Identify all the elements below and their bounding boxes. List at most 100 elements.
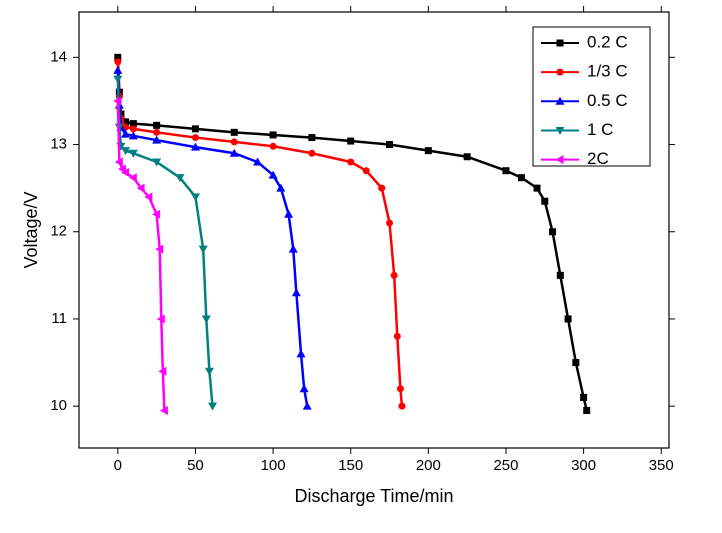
marker <box>541 197 549 205</box>
marker <box>128 149 138 158</box>
marker <box>128 131 138 140</box>
marker <box>518 174 525 182</box>
marker <box>393 332 401 340</box>
marker <box>424 147 432 155</box>
marker <box>296 349 306 358</box>
y-tick-label: 11 <box>51 310 67 327</box>
marker <box>129 120 137 128</box>
marker <box>190 193 200 202</box>
marker <box>583 407 591 415</box>
marker <box>308 134 316 142</box>
x-tick-label: 200 <box>416 457 441 474</box>
x-tick-label: 50 <box>187 457 204 474</box>
marker <box>152 209 161 219</box>
x-tick-label: 300 <box>571 457 596 474</box>
marker <box>175 174 185 183</box>
marker <box>556 68 564 76</box>
marker <box>580 393 588 401</box>
marker <box>269 131 277 139</box>
legend-box <box>532 26 651 167</box>
legend-label: 0.2 C <box>587 32 628 51</box>
marker <box>502 167 510 175</box>
marker <box>153 128 161 136</box>
marker <box>191 134 199 142</box>
marker <box>299 384 309 393</box>
marker <box>463 153 471 161</box>
marker <box>129 125 137 133</box>
marker <box>153 121 161 129</box>
y-tick-label: 12 <box>50 223 67 240</box>
marker <box>556 39 564 47</box>
marker <box>201 315 211 324</box>
x-tick-label: 0 <box>114 457 122 474</box>
marker <box>121 167 130 177</box>
series-line <box>116 61 404 407</box>
marker <box>347 137 355 145</box>
marker <box>555 155 564 165</box>
marker <box>229 148 239 157</box>
marker <box>533 184 541 192</box>
y-axis-label: Voltage/V <box>21 191 41 268</box>
marker <box>378 184 386 192</box>
marker <box>291 288 301 297</box>
marker <box>114 58 122 66</box>
marker <box>198 245 208 254</box>
marker <box>191 125 199 133</box>
marker <box>308 149 316 157</box>
series-line <box>116 70 309 407</box>
marker <box>268 170 278 179</box>
marker <box>114 53 122 61</box>
marker <box>136 183 145 193</box>
marker <box>190 142 200 151</box>
marker <box>113 75 123 84</box>
marker <box>556 271 564 279</box>
marker <box>113 65 123 74</box>
marker <box>386 219 394 227</box>
series-line <box>116 57 588 411</box>
marker <box>347 158 355 166</box>
y-tick-label: 14 <box>50 48 67 65</box>
legend-label: 2C <box>587 149 609 168</box>
marker <box>152 158 162 167</box>
marker <box>555 126 565 135</box>
marker <box>230 128 238 136</box>
marker <box>276 183 286 192</box>
marker <box>386 141 394 149</box>
legend-label: 1 C <box>587 120 613 139</box>
plot-frame <box>78 11 670 449</box>
marker <box>284 209 294 218</box>
marker <box>121 147 131 156</box>
marker <box>158 366 167 376</box>
marker <box>152 135 162 144</box>
marker <box>114 157 123 167</box>
marker <box>269 142 277 150</box>
marker <box>113 96 122 106</box>
marker <box>288 244 298 253</box>
marker <box>159 406 168 416</box>
legend-label: 0.5 C <box>587 91 628 110</box>
x-axis-label: Discharge Time/min <box>294 486 453 506</box>
legend-label: 1/3 C <box>587 62 628 81</box>
marker <box>121 129 131 138</box>
marker <box>572 359 580 367</box>
marker <box>128 173 137 183</box>
marker <box>230 138 238 146</box>
y-tick-label: 13 <box>50 136 67 153</box>
marker <box>564 315 572 323</box>
marker <box>362 167 370 175</box>
x-tick-label: 150 <box>338 457 363 474</box>
marker <box>398 402 406 410</box>
marker <box>549 228 557 236</box>
x-tick-label: 100 <box>261 457 286 474</box>
marker <box>156 314 165 324</box>
marker <box>155 244 164 254</box>
marker <box>208 402 218 411</box>
marker <box>253 157 263 166</box>
marker <box>396 385 404 393</box>
marker <box>390 271 398 279</box>
marker <box>555 96 565 105</box>
marker <box>144 192 153 202</box>
y-tick-label: 10 <box>50 397 67 414</box>
marker <box>302 401 312 410</box>
